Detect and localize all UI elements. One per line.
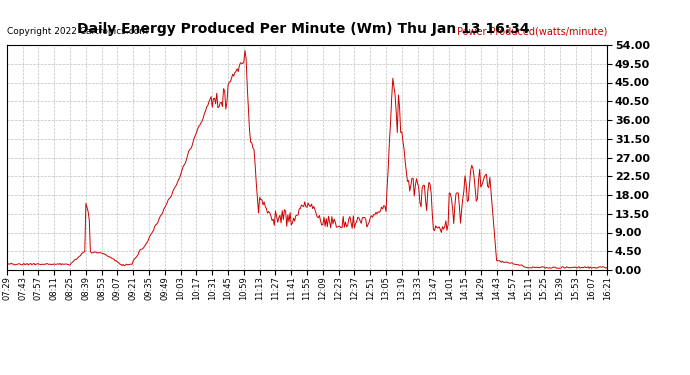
Text: Copyright 2022 Cartronics.com: Copyright 2022 Cartronics.com [7,27,148,36]
Text: Daily Energy Produced Per Minute (Wm) Thu Jan 13 16:34: Daily Energy Produced Per Minute (Wm) Th… [77,22,530,36]
Text: Power Produced(watts/minute): Power Produced(watts/minute) [457,27,607,37]
